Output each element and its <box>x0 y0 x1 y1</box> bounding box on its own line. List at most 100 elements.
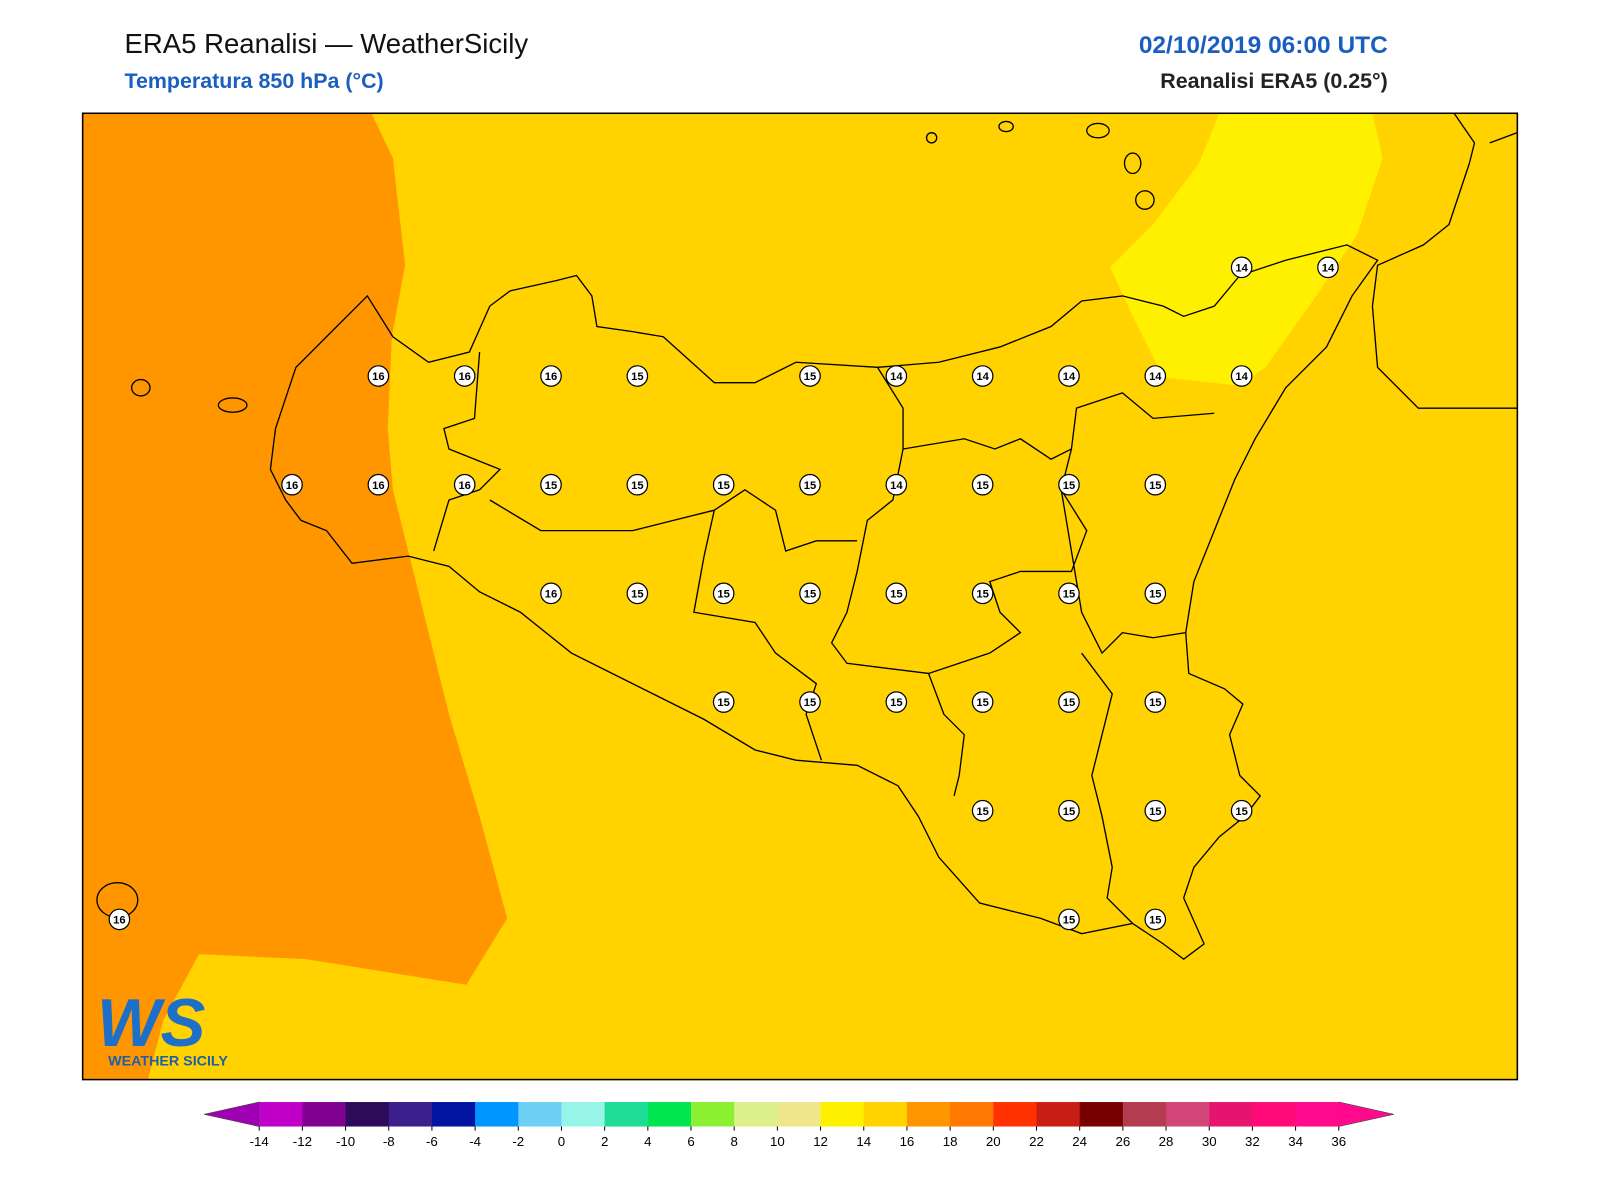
station-marker <box>540 365 562 387</box>
station-marker <box>971 365 994 387</box>
station-marker <box>799 365 821 387</box>
colorbar-tick-label: 32 <box>1245 1134 1260 1149</box>
station-value: 15 <box>631 480 643 492</box>
colorbar-tick-label: -8 <box>383 1134 395 1149</box>
colorbar-segment <box>345 1102 390 1127</box>
logo-text: WEATHER SICILY <box>108 1053 228 1069</box>
station-marker <box>367 365 390 387</box>
station-marker <box>1144 582 1167 605</box>
station-value: 15 <box>717 480 729 492</box>
colorbar-segment <box>388 1102 433 1127</box>
colorbar-segment <box>302 1102 347 1127</box>
colorbar-segment <box>604 1102 649 1127</box>
field-yellow <box>1110 113 1383 386</box>
station-marker <box>453 365 476 387</box>
colorbar: -14 -12 -10 -8 -6 -4 -2 0 2 4 6 8 10 12 14 16 18 20 22 24 26… <box>204 1101 1394 1149</box>
colorbar-tick-label: -14 <box>250 1134 269 1149</box>
colorbar-segment <box>259 1102 303 1127</box>
coastline <box>269 244 1379 961</box>
station-value: 15 <box>804 588 816 600</box>
calabria-coast <box>1371 112 1518 409</box>
colorbar-tick-label: -10 <box>336 1134 355 1149</box>
station-value: 15 <box>804 371 816 383</box>
station-marker <box>1144 799 1167 822</box>
station-value: 14 <box>890 371 903 383</box>
station-value: 15 <box>804 697 816 709</box>
colorbar-tick-label: 28 <box>1159 1134 1174 1149</box>
colorbar-tick-label: 30 <box>1202 1134 1217 1149</box>
station-value: 15 <box>890 588 902 600</box>
station-marker <box>1230 365 1253 387</box>
station-marker <box>885 365 908 387</box>
colorbar-tick-label: 22 <box>1029 1134 1044 1149</box>
colorbar-tick-label: 16 <box>900 1134 915 1149</box>
colorbar-over <box>1338 1101 1394 1127</box>
colorbar-tick-label: 36 <box>1331 1134 1346 1149</box>
station-value: 15 <box>890 697 902 709</box>
logo: WS WEATHER SICILY <box>97 986 228 1069</box>
station-value: 15 <box>976 480 988 492</box>
station-marker <box>281 473 303 496</box>
colorbar-tick-label: 6 <box>687 1134 694 1149</box>
station-value: 16 <box>372 480 384 492</box>
station-marker <box>1058 473 1080 496</box>
datetime: 02/10/2019 06:00 UTC <box>1139 32 1388 59</box>
station-marker <box>540 582 562 605</box>
colorbar-tick-label: 4 <box>644 1134 651 1149</box>
colorbar-tick-label: 12 <box>813 1134 828 1149</box>
station-marker <box>453 473 476 496</box>
station-marker <box>1144 365 1167 387</box>
colorbar-segment <box>1252 1102 1297 1127</box>
station-value: 15 <box>976 588 988 600</box>
station-marker <box>799 473 821 496</box>
station-value: 15 <box>631 371 643 383</box>
colorbar-segment <box>863 1102 908 1127</box>
colorbar-segment <box>518 1102 562 1127</box>
colorbar-segment <box>691 1102 735 1127</box>
station-value: 15 <box>976 697 988 709</box>
station-marker <box>971 582 994 605</box>
station-value: 15 <box>1149 480 1161 492</box>
station-value: 14 <box>890 480 903 492</box>
map: WS WEATHER SICILY <box>81 112 1519 1081</box>
colorbar-segment <box>647 1102 692 1127</box>
station-value: 15 <box>1063 480 1075 492</box>
station-marker <box>971 691 994 713</box>
colorbar-segment <box>950 1102 994 1127</box>
station-value: 15 <box>1149 697 1161 709</box>
station-marker <box>971 473 994 496</box>
station-value: 15 <box>545 480 557 492</box>
station-value: 14 <box>1322 262 1335 274</box>
station-value: 14 <box>1235 262 1248 274</box>
station-value: 15 <box>1149 588 1161 600</box>
stations: 14 14 16 16 16 15 15 14 14 14 14 14 16 16 16 15 15 15 15 14… <box>108 256 1339 931</box>
colorbar-tick-label: 18 <box>943 1134 958 1149</box>
station-value: 15 <box>1149 806 1161 818</box>
station-marker <box>626 365 649 387</box>
colorbar-segment <box>561 1102 606 1127</box>
station-value: 15 <box>717 588 729 600</box>
colorbar-tick-label: 0 <box>558 1134 565 1149</box>
station-marker <box>626 582 649 605</box>
colorbar-tick-label: 26 <box>1115 1134 1130 1149</box>
colorbar-segment <box>1036 1102 1081 1127</box>
colorbar-tick-label: -4 <box>469 1134 481 1149</box>
station-marker <box>1058 908 1080 931</box>
station-value: 15 <box>1149 914 1161 926</box>
station-value: 16 <box>458 480 470 492</box>
colorbar-under <box>204 1101 260 1127</box>
colorbar-tick-label: -12 <box>293 1134 312 1149</box>
station-marker <box>1058 582 1080 605</box>
station-marker <box>885 473 908 496</box>
station-value: 14 <box>976 371 989 383</box>
station-marker <box>108 908 131 931</box>
station-marker <box>626 473 649 496</box>
station-value: 15 <box>804 480 816 492</box>
station-marker <box>885 691 908 713</box>
station-value: 14 <box>1063 371 1076 383</box>
source: Reanalisi ERA5 (0.25°) <box>1160 69 1387 93</box>
station-marker <box>712 691 735 713</box>
station-marker <box>1058 365 1080 387</box>
